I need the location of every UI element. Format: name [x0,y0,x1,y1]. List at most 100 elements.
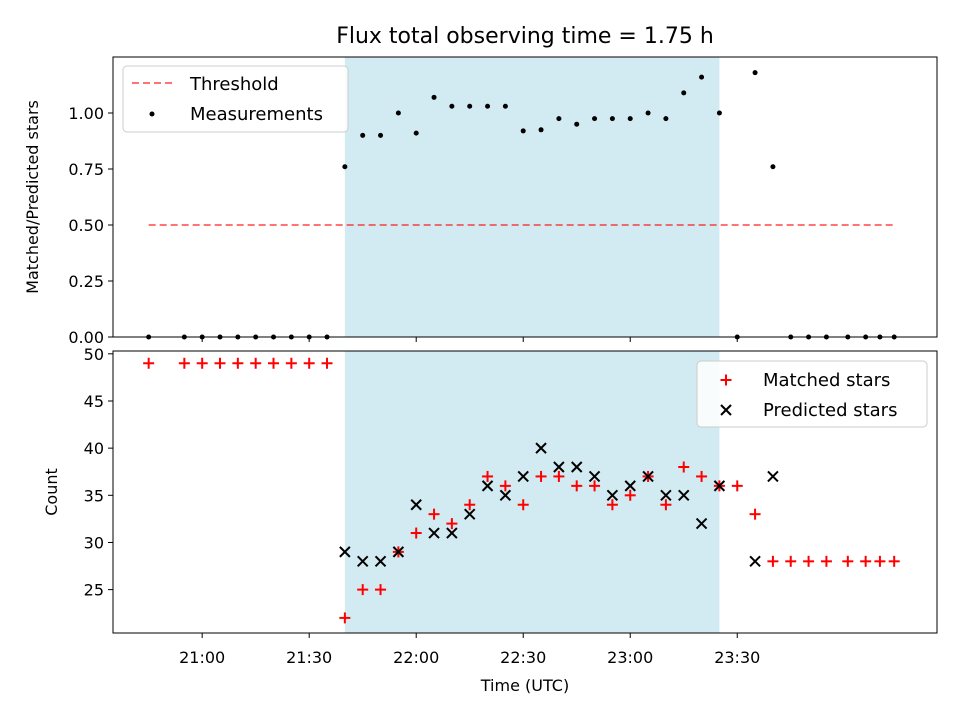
matched-point [232,357,244,369]
matched-point [446,518,458,530]
measurement-point [627,116,633,122]
predicted-point [749,555,761,568]
y-axis-label: Count [42,468,61,516]
matched-point [285,357,297,369]
measurement-point [681,90,687,96]
x-tick-label: 22:00 [393,648,439,667]
predicted-point [356,555,369,568]
predicted-point [428,527,440,539]
matched-point [357,584,369,596]
measurement-point [485,103,491,109]
matched-point [339,612,351,624]
measurement-point [645,110,651,116]
legend-measurements-swatch [149,111,155,117]
legend-matched-swatch [720,374,732,386]
legend-predicted-label: Predicted stars [763,400,897,421]
predicted-point [678,489,690,502]
y-tick-label: 25 [84,581,104,600]
matched-point [214,357,226,369]
predicted-point [499,489,512,502]
measurement-point [395,110,401,116]
matched-point [624,489,636,501]
predicted-point [410,499,422,511]
measurement-point [449,103,455,109]
measurement-point [538,127,544,133]
matched-point [731,480,743,492]
legend-matched-label: Matched stars [763,370,890,391]
matched-point [660,499,672,511]
matched-point [464,499,476,511]
bottom-plot-frame [112,350,938,634]
predicted-point [695,517,708,530]
legend-top-box [122,65,349,133]
measurement-point [592,116,598,122]
legend-top: Threshold Measurements [122,65,349,133]
predicted-point [535,442,547,454]
legend-threshold-label: Threshold [189,74,279,95]
matched-point [517,499,529,511]
x-tick-label: 22:30 [500,648,546,667]
matched-point [888,555,900,567]
highlight-span [344,57,720,337]
matched-point [589,480,601,492]
legend-bottom-box [696,360,928,428]
matched-point [428,508,440,520]
y-tick-label: 1.00 [68,104,104,123]
matched-point [606,499,618,511]
y-tick-label: 30 [84,533,104,552]
matched-point [375,584,387,596]
matched-point [268,357,280,369]
x-axis-label: Time (UTC) [480,676,569,695]
bottom-panel: 25 30 35 40 45 50 Count 21:00 21:30 22:00 22:30 23:… [42,345,938,695]
matched-point [410,527,422,539]
matched-point [535,470,547,482]
legend-measurements-label: Measurements [190,104,323,125]
measurement-point [342,164,348,170]
matched-point [767,555,779,567]
y-tick-label: 0.00 [68,328,104,347]
matched-point [696,470,708,482]
measurement-point [520,128,526,134]
matched-point [874,555,886,567]
predicted-point [392,546,405,558]
y-tick-label: 35 [84,486,104,505]
measurement-point [663,116,669,122]
top-panel: 0.00 0.25 0.50 0.75 1.00 Matched/Predicted st… [23,56,938,347]
y-tick-label: 0.25 [68,272,104,291]
predicted-point [767,470,779,483]
predicted-point [374,555,387,568]
y-tick-label: 0.50 [68,216,104,235]
predicted-point [571,461,583,473]
y-tick-label: 40 [84,439,104,458]
top-plot-frame [112,56,938,338]
measurement-point [609,116,615,122]
measurement-point [502,103,508,109]
matched-point [678,461,690,473]
x-tick-label: 21:30 [286,648,332,667]
matched-point [482,470,494,482]
predicted-point [642,470,654,483]
matched-point [143,357,155,369]
matched-point [860,555,872,567]
matched-point [785,555,797,567]
measurement-point [574,121,580,127]
measurement-point [413,130,419,136]
predicted-point [713,480,726,492]
matched-point [178,357,190,369]
measurement-point [467,103,473,109]
matched-point [820,555,832,567]
measurement-point [556,116,562,122]
y-tick-label: 0.75 [68,160,104,179]
x-tick-label: 21:00 [179,648,225,667]
measurement-point [716,110,722,116]
matched-point [842,555,854,567]
y-tick-label: 45 [84,392,104,411]
predicted-point [624,480,636,492]
measurement-point [699,74,705,80]
y-tick-label: 50 [84,345,104,364]
x-tick-label: 23:00 [607,648,653,667]
measurement-point [752,70,758,76]
predicted-point [481,480,494,492]
predicted-point [588,470,601,483]
